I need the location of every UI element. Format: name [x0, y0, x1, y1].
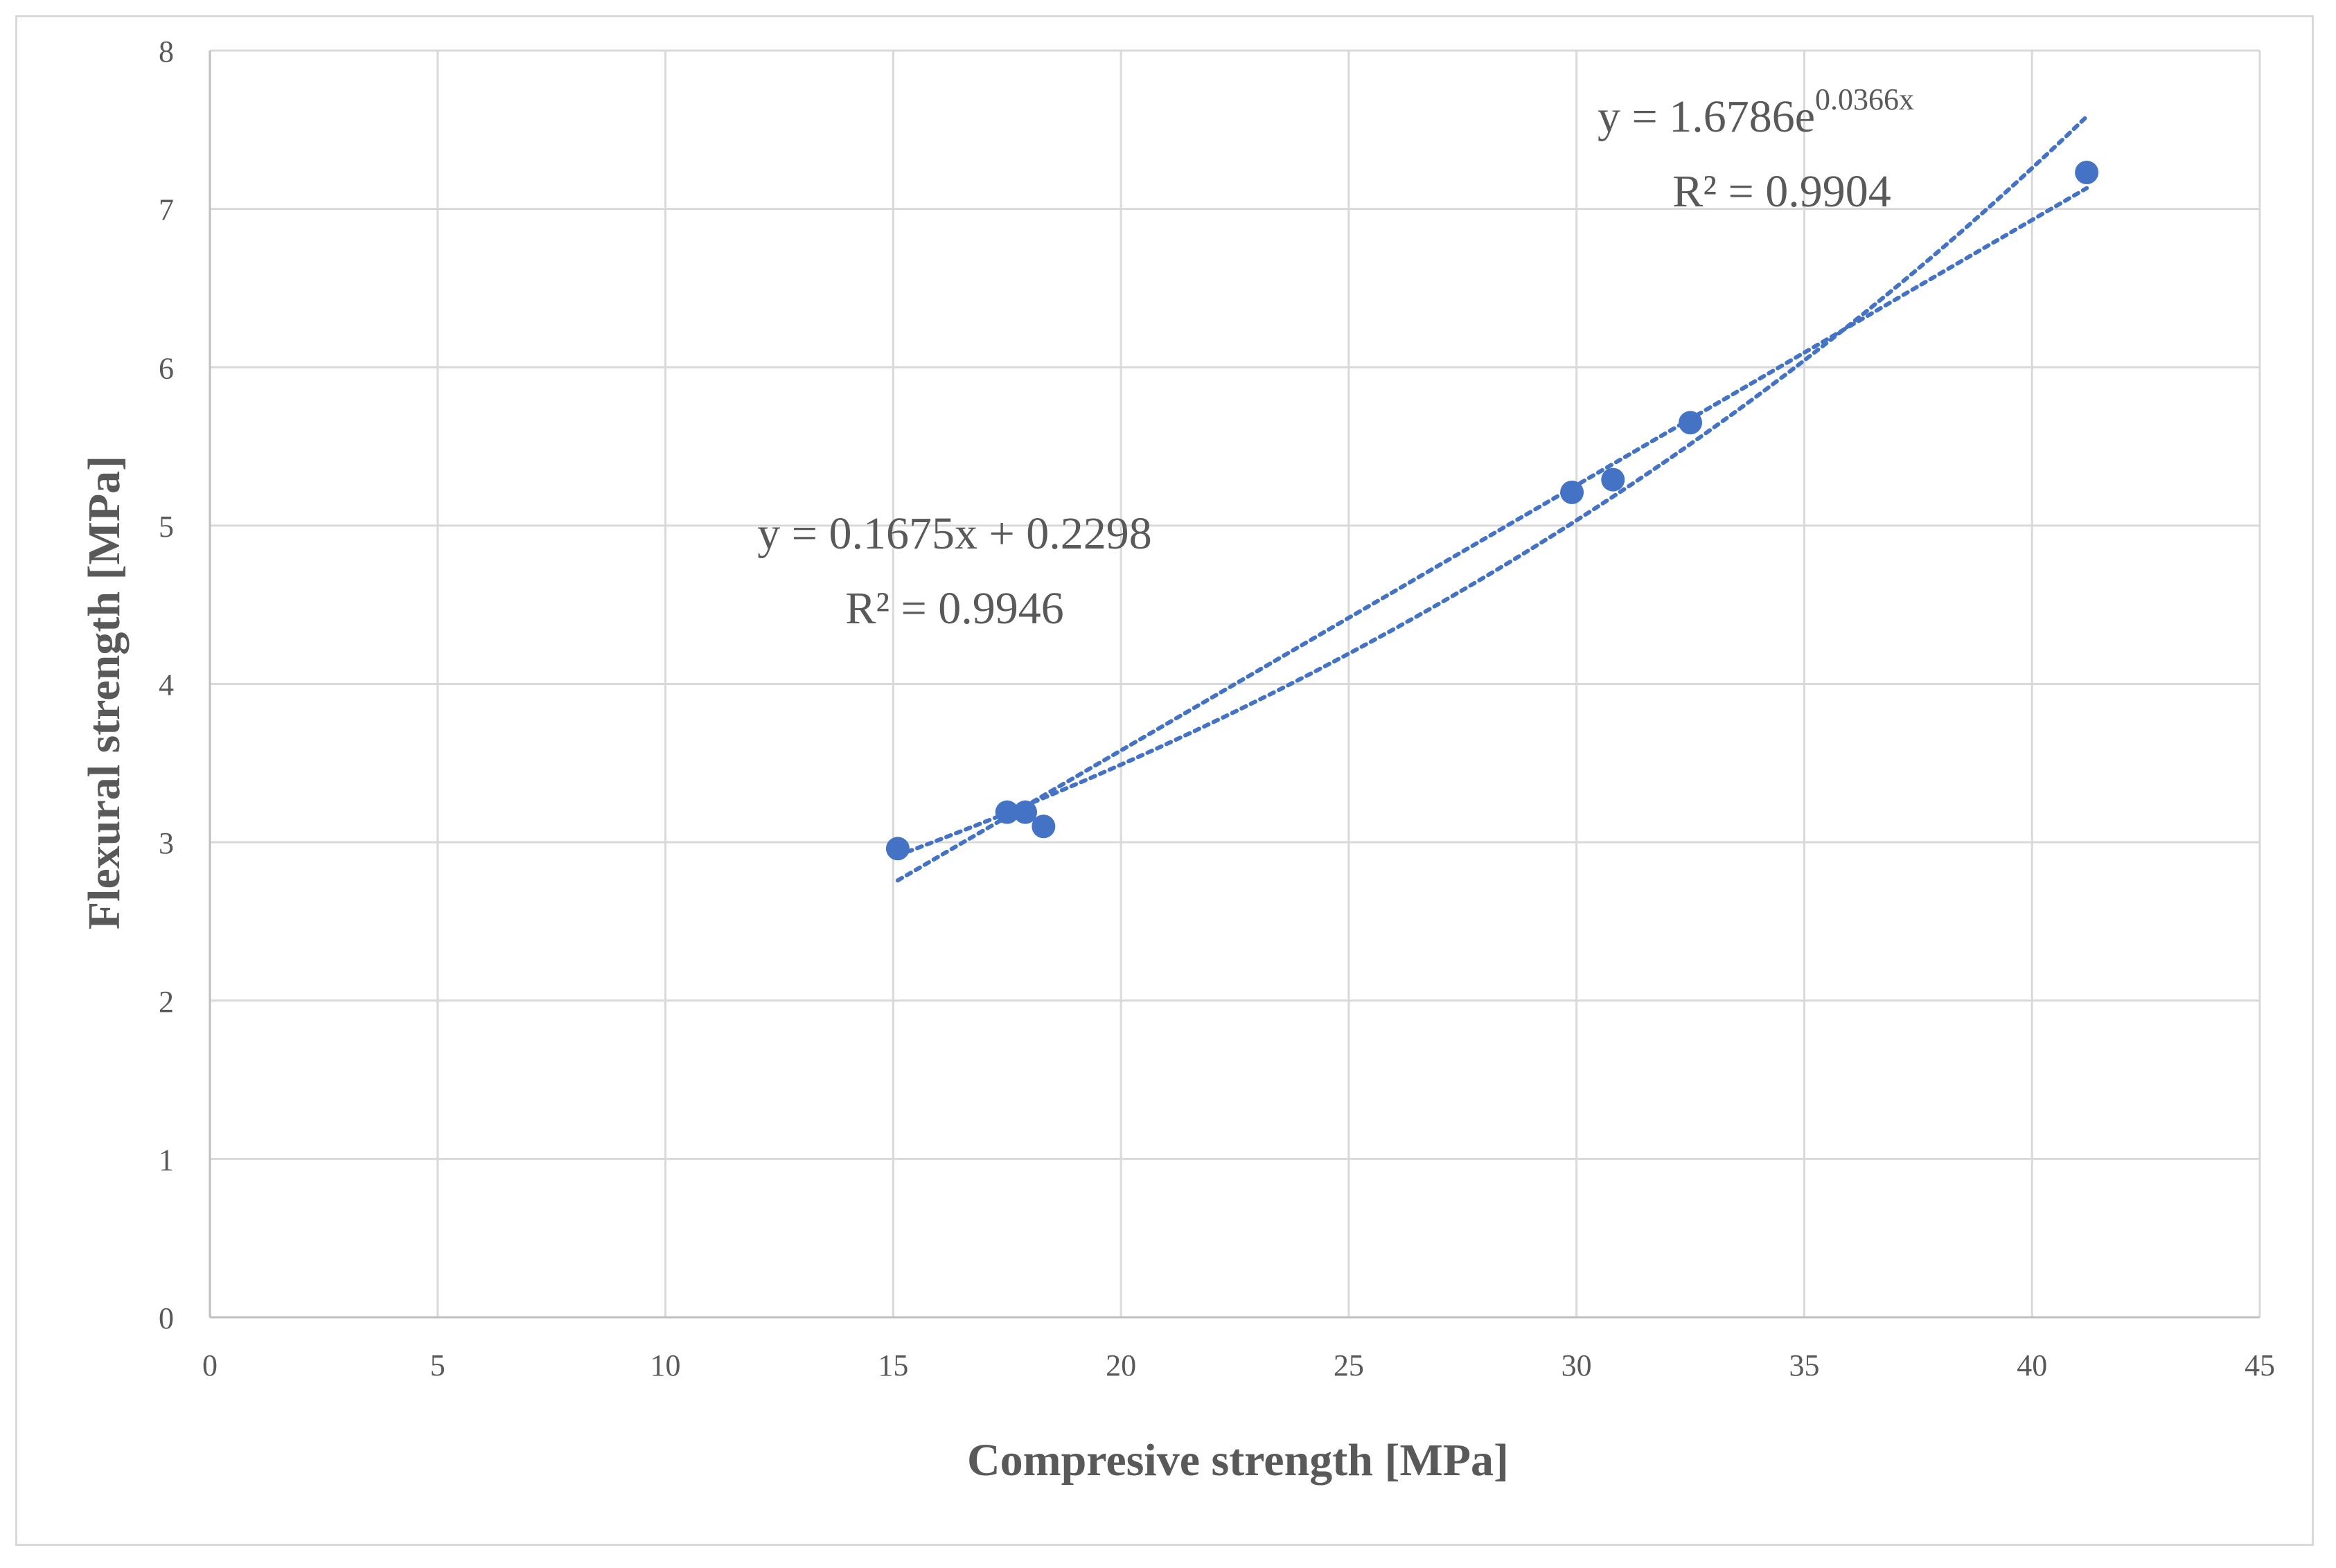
data-point: [1601, 467, 1625, 492]
exponential-trendline-label: y = 1.6786e0.0366x R² = 0.9904: [1598, 82, 1914, 217]
linear-equation: y = 0.1675x + 0.2298: [757, 508, 1151, 559]
trendlines: [895, 114, 2089, 883]
exponential-equation: y = 1.6786e0.0366x: [1598, 82, 1914, 142]
data-point: [995, 800, 1019, 824]
y-tick-label: 3: [159, 826, 174, 860]
data-point: [1014, 800, 1038, 824]
y-tick-label: 6: [159, 351, 174, 385]
linear-r-squared: R² = 0.9946: [845, 583, 1064, 634]
data-points: [885, 161, 2099, 861]
chart-frame: [15, 15, 2314, 1546]
data-point: [2075, 161, 2099, 185]
x-tick-label: 10: [651, 1348, 681, 1382]
exponential-r-squared: R² = 0.9904: [1672, 166, 1891, 217]
data-point: [1560, 480, 1584, 504]
y-tick-label: 8: [159, 35, 174, 69]
x-tick-labels: 0 5 10 15 20 25 30 35 40 45: [202, 1348, 2275, 1382]
exponential-trendline: [895, 114, 2089, 858]
linear-trendline: [895, 186, 2089, 883]
y-tick-label: 0: [159, 1301, 174, 1335]
y-tick-label: 7: [159, 193, 174, 227]
x-tick-label: 20: [1106, 1348, 1136, 1382]
x-tick-label: 45: [2245, 1348, 2275, 1382]
exponential-equation-exponent: 0.0366x: [1815, 82, 1914, 116]
y-tick-label: 5: [159, 510, 174, 544]
x-tick-label: 30: [1561, 1348, 1592, 1382]
x-axis-title: Compresive strength [MPa]: [967, 1435, 1509, 1486]
x-tick-label: 35: [1789, 1348, 1819, 1382]
x-tick-label: 0: [202, 1348, 218, 1382]
y-tick-label: 4: [159, 668, 174, 702]
y-axis-title: Flexural strength [MPa]: [79, 456, 130, 929]
x-tick-label: 15: [878, 1348, 908, 1382]
y-tick-label: 1: [159, 1143, 174, 1177]
data-point: [1032, 814, 1056, 839]
x-tick-label: 5: [430, 1348, 445, 1382]
linear-trendline-label: y = 0.1675x + 0.2298 R² = 0.9946: [757, 508, 1151, 634]
x-tick-label: 40: [2017, 1348, 2047, 1382]
x-tick-label: 25: [1334, 1348, 1364, 1382]
y-tick-labels: 0 1 2 3 4 5 6 7 8: [159, 35, 174, 1335]
data-point: [885, 837, 910, 861]
axes: [209, 51, 2260, 1319]
data-point: [1679, 411, 1703, 435]
exponential-equation-base: y = 1.6786e: [1598, 91, 1815, 142]
y-tick-label: 2: [159, 985, 174, 1019]
gridlines: [210, 49, 2261, 1317]
